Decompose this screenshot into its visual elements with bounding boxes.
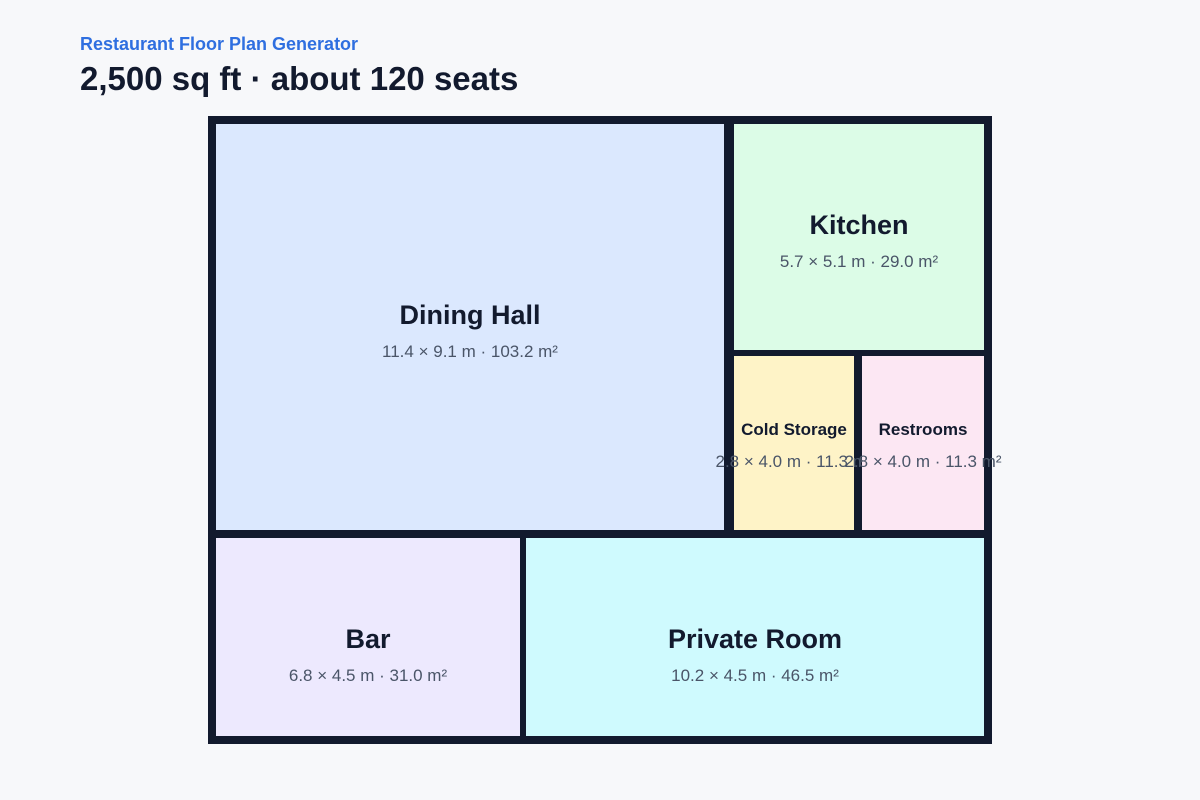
room-dimensions: 11.4 × 9.1 m · 103.2 m² <box>382 342 558 361</box>
room-dimensions: 10.2 × 4.5 m · 46.5 m² <box>671 666 839 685</box>
plan-summary-heading: 2,500 sq ft · about 120 seats <box>80 60 519 97</box>
room-dimensions: 6.8 × 4.5 m · 31.0 m² <box>288 666 448 685</box>
room-name: Kitchen <box>809 210 909 240</box>
room-bar[interactable]: Bar 6.8 × 4.5 m · 31.0 m² <box>216 538 520 736</box>
room-kitchen[interactable]: Kitchen 5.7 × 5.1 m · 29.0 m² <box>734 124 984 350</box>
room-name: Bar <box>345 624 391 654</box>
room-name: Dining Hall <box>399 300 541 330</box>
room-name: Cold Storage <box>741 420 847 439</box>
room-restrooms[interactable]: Restrooms 2.8 × 4.0 m · 11.3 m² <box>844 356 1002 530</box>
room-dining-hall[interactable]: Dining Hall 11.4 × 9.1 m · 103.2 m² <box>216 124 724 530</box>
app-title: Restaurant Floor Plan Generator <box>80 34 359 54</box>
room-name: Restrooms <box>878 420 968 439</box>
room-dimensions: 5.7 × 5.1 m · 29.0 m² <box>779 252 939 271</box>
room-cold-storage[interactable]: Cold Storage 2.8 × 4.0 m · 11.3 m² <box>715 356 873 530</box>
room-private-room[interactable]: Private Room 10.2 × 4.5 m · 46.5 m² <box>526 538 984 736</box>
room-dimensions: 2.8 × 4.0 m · 11.3 m² <box>715 452 873 471</box>
floor-plan: Dining Hall 11.4 × 9.1 m · 103.2 m² Kitc… <box>208 116 1002 744</box>
room-name: Private Room <box>667 624 843 654</box>
room-dimensions: 2.8 × 4.0 m · 11.3 m² <box>844 452 1002 471</box>
